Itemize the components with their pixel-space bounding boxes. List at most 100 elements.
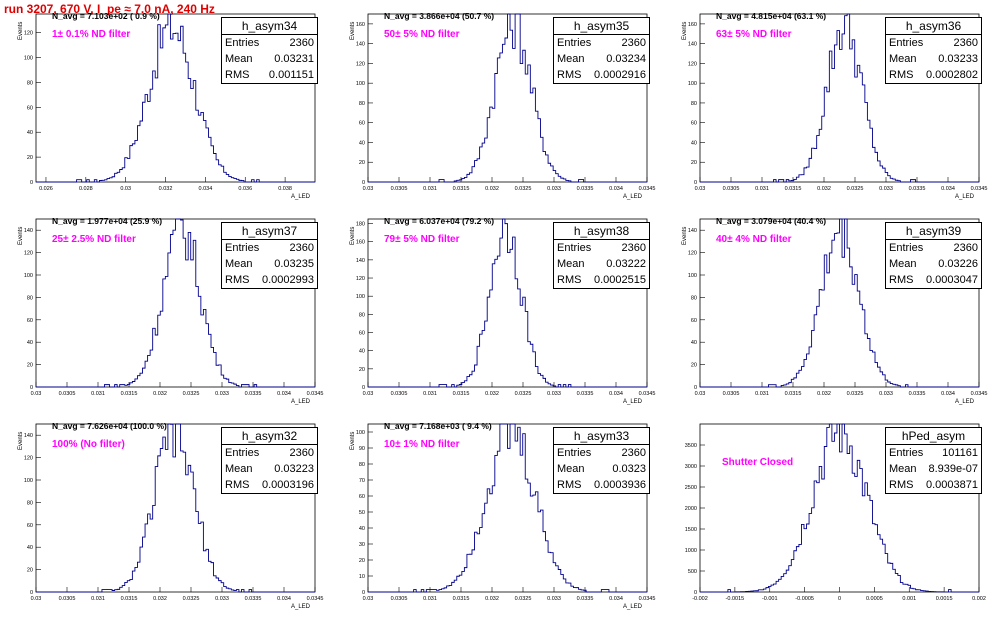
filter-label: 79± 5% ND filter	[384, 234, 460, 245]
x-tick-label: 0.026	[39, 186, 53, 192]
histogram-step-line	[368, 218, 647, 388]
y-tick-label: 0	[30, 385, 33, 391]
filter-label: 63± 5% ND filter	[716, 29, 792, 40]
plot-frame	[699, 13, 980, 183]
y-tick-label: 60	[691, 121, 697, 127]
stats-row-rms: RMS 0.0002993	[222, 272, 317, 288]
y-tick-label: 100	[24, 273, 33, 279]
stats-box: h_asym38 Entries 2360 Mean 0.03222 RMS 0.00025…	[553, 222, 650, 289]
x-tick-label: 0.0315	[785, 186, 802, 192]
filter-label: 10± 1% ND filter	[384, 439, 460, 450]
x-tick-label: 0.033	[215, 391, 229, 397]
stats-label: RMS	[889, 69, 914, 81]
x-tick-label: 0.034	[941, 391, 955, 397]
stats-row-entries: Entries 2360	[554, 240, 649, 256]
x-axis-label: A_LED	[291, 399, 311, 405]
stats-title: h_asym36	[886, 18, 981, 35]
x-tick-label: 0.03	[363, 596, 374, 602]
y-tick-label: 0	[694, 385, 697, 391]
x-tick-label: 0.031	[91, 596, 105, 602]
y-tick-label: 60	[359, 331, 365, 337]
x-tick-label: 0.03	[695, 391, 706, 397]
y-tick-label: 40	[691, 340, 697, 346]
stats-label: Mean	[557, 53, 585, 65]
histogram-navg-title: N_avg = 3.079e+04 (40.4 %)	[716, 216, 827, 226]
y-tick-label: 20	[359, 160, 365, 166]
x-tick-label: 0.036	[238, 186, 252, 192]
stats-row-mean: Mean 0.03222	[554, 256, 649, 272]
y-tick-label: 60	[27, 318, 33, 324]
histogram-navg-title: N_avg = 4.815e+04 (63.1 %)	[716, 11, 827, 21]
y-tick-label: 160	[356, 22, 365, 28]
y-tick-label: 0	[694, 180, 697, 186]
stats-label: RMS	[225, 69, 250, 81]
filter-label: 1± 0.1% ND filter	[52, 29, 131, 40]
y-tick-label: 60	[27, 523, 33, 529]
y-tick-label: 100	[24, 478, 33, 484]
histogram-step-line	[36, 13, 315, 183]
x-tick-label: 0.0345	[971, 391, 988, 397]
y-tick-label: 80	[27, 295, 33, 301]
stats-label: Mean	[889, 463, 917, 475]
histogram-step-line	[700, 13, 979, 183]
x-tick-label: 0.0315	[121, 596, 138, 602]
stats-label: Entries	[225, 447, 260, 459]
x-tick-label: 0.0345	[639, 596, 656, 602]
x-tick-label: 0.0325	[515, 186, 532, 192]
y-tick-label: 40	[27, 545, 33, 551]
stats-value-entries: 2360	[621, 242, 646, 254]
stats-label: Mean	[225, 258, 253, 270]
y-tick-label: 40	[27, 130, 33, 136]
histogram-plot: 0 20 40 60 80 100 120 140 160 0.03 0.0305 0.031 0.03…	[356, 13, 656, 192]
x-tick-label: 0.033	[547, 596, 561, 602]
histogram-panel-hPed_asym: 0 500 1000 1500 2000 2500 3000 3500 -0.002 -0.001…	[664, 410, 996, 617]
stats-row-mean: Mean 0.03235	[222, 256, 317, 272]
y-tick-label: 140	[24, 433, 33, 439]
histogram-navg-title: N_avg = 3.866e+04 (50.7 %)	[384, 11, 495, 21]
stats-title: h_asym38	[554, 223, 649, 240]
stats-title: h_asym35	[554, 18, 649, 35]
stats-row-mean: Mean 8.939e-07	[886, 461, 981, 477]
x-tick-label: 0.0305	[59, 391, 76, 397]
histogram-step-line	[700, 218, 979, 388]
x-tick-label: 0.0335	[577, 186, 594, 192]
histogram-panel-h_asym37: 0 20 40 60 80 100 120 140 0.03 0.0305 0.031 0.0315 0…	[0, 205, 332, 412]
y-tick-label: 90	[359, 446, 365, 452]
stats-value-entries: 2360	[289, 447, 314, 459]
x-tick-label: 0.034	[941, 186, 955, 192]
stats-value-entries: 2360	[621, 37, 646, 49]
y-axis-label: Events	[18, 226, 24, 245]
x-tick-label: 0.0015	[936, 596, 953, 602]
histogram-panel-h_asym33: 0 10 20 30 40 50 60 70 80 90 100 0.03 0.0305 0.031 0.0…	[332, 410, 664, 617]
x-tick-label: 0.0315	[453, 391, 470, 397]
x-tick-label: 0.0345	[639, 391, 656, 397]
histogram-plot: 0 20 40 60 80 100 120 0.026 0.028 0.03 0.032 0.034 0…	[24, 13, 316, 192]
x-tick-label: 0.03	[31, 391, 42, 397]
stats-row-rms: RMS 0.0002916	[554, 67, 649, 83]
x-tick-label: 0.031	[423, 186, 437, 192]
y-tick-label: 100	[688, 81, 697, 87]
x-tick-label: 0.03	[695, 186, 706, 192]
x-tick-label: 0.0345	[307, 596, 324, 602]
stats-box: h_asym39 Entries 2360 Mean 0.03226 RMS 0.00030…	[885, 222, 982, 289]
x-tick-label: 0.0335	[245, 391, 262, 397]
stats-label: Mean	[889, 258, 917, 270]
y-tick-label: 20	[359, 367, 365, 373]
stats-label: RMS	[225, 274, 250, 286]
x-tick-label: 0.032	[159, 186, 173, 192]
x-tick-label: 0.0345	[639, 186, 656, 192]
y-tick-label: 70	[359, 478, 365, 484]
stats-value-mean: 0.03234	[606, 53, 646, 65]
y-tick-label: 120	[688, 251, 697, 257]
y-tick-label: 50	[359, 510, 365, 516]
x-tick-label: 0.033	[547, 186, 561, 192]
x-tick-label: -0.0005	[795, 596, 814, 602]
y-axis-label: Events	[682, 226, 688, 245]
histogram-step-line	[36, 218, 315, 388]
filter-label: 50± 5% ND filter	[384, 29, 460, 40]
x-tick-label: 0.03	[363, 391, 374, 397]
x-tick-label: 0.031	[423, 596, 437, 602]
y-tick-label: 120	[356, 61, 365, 67]
stats-value-entries: 2360	[953, 37, 978, 49]
y-tick-label: 3500	[685, 443, 697, 449]
